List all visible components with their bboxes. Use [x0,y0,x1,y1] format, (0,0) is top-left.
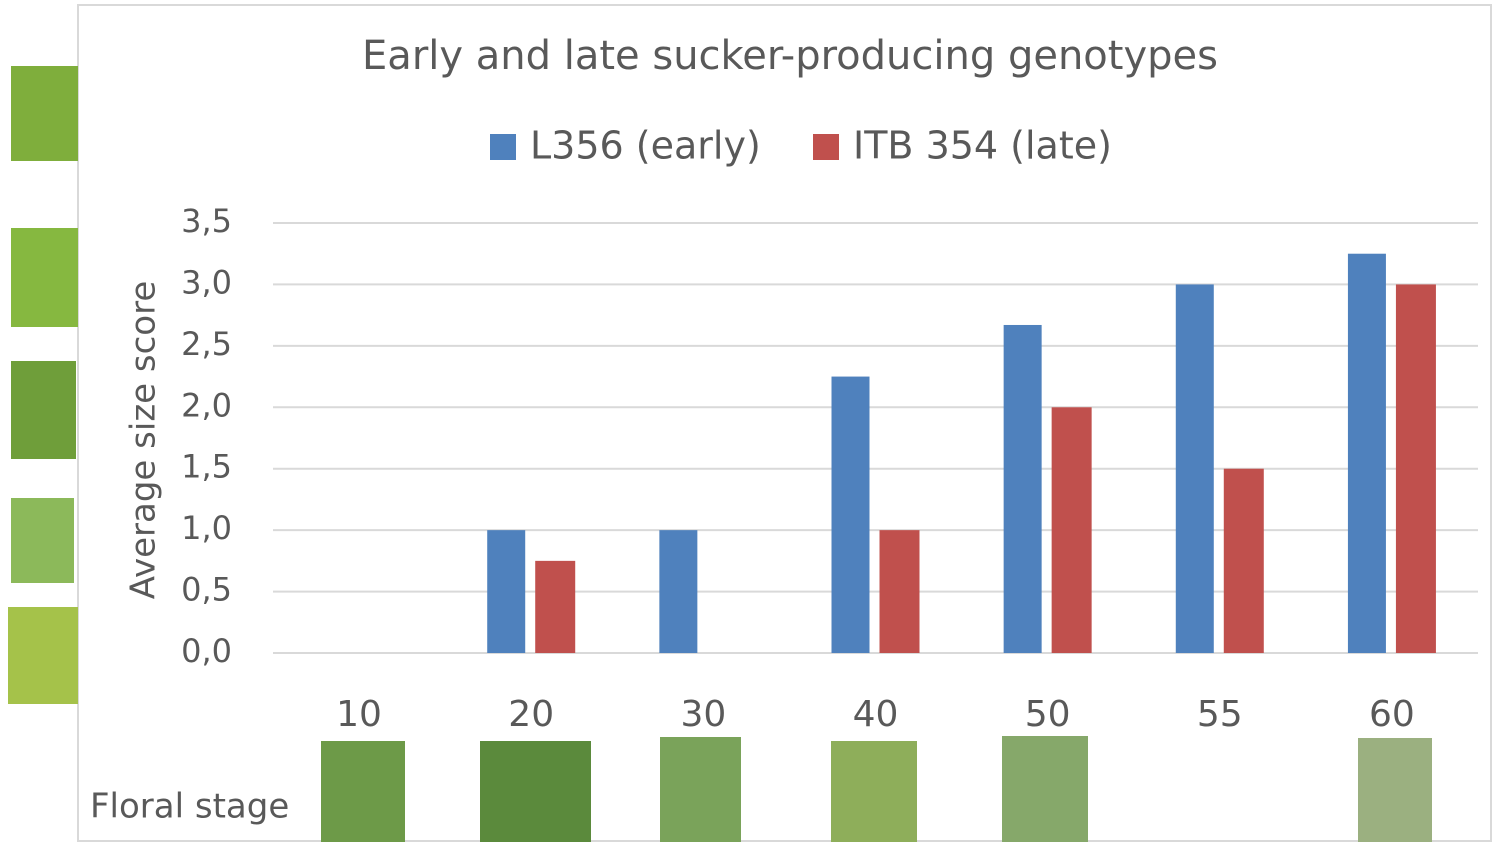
photo [321,741,405,842]
y-tick-label: 3,5 [181,202,232,240]
bar [1348,254,1386,653]
y-tick-label: 2,5 [181,325,232,363]
legend-swatch [490,134,516,160]
y-tick-label: 2,0 [181,386,232,424]
y-tick-label: 1,5 [181,448,232,486]
photo [8,607,78,704]
bar [1004,325,1042,653]
x-tick-label: 30 [680,694,726,735]
legend-label: L356 (early) [530,124,761,168]
bar [535,561,575,653]
photo [831,741,917,842]
legend-label: ITB 354 (late) [853,124,1112,168]
chart: Early and late sucker-producing genotype… [0,0,1493,843]
y-tick-label: 3,0 [181,263,232,301]
bar [1224,469,1264,653]
legend-swatch [813,134,839,160]
bar [832,377,870,653]
bar [659,530,697,653]
chart-frame [78,5,1491,841]
y-tick-label: 1,0 [181,509,232,547]
photo [11,66,78,161]
photo [660,737,741,842]
x-tick-label: 20 [508,694,554,735]
chart-title: Early and late sucker-producing genotype… [362,33,1218,79]
bar [487,530,525,653]
x-tick-label: 50 [1025,694,1071,735]
photo [1358,738,1432,842]
photo [11,361,76,459]
annotation: Floral stage [90,787,289,827]
photo [11,228,78,327]
bar [1396,284,1436,653]
x-tick-label: 60 [1369,694,1415,735]
y-tick-label: 0,5 [181,571,232,609]
y-axis-label: Average size score [124,281,164,600]
bar [880,530,920,653]
x-tick-label: 10 [336,694,382,735]
photo [1002,736,1088,842]
x-tick-label: 55 [1197,694,1243,735]
y-tick-label: 0,0 [181,632,232,670]
x-tick-label: 40 [853,694,899,735]
bar [1052,407,1092,653]
bar [1176,284,1214,653]
photo [480,741,591,842]
photo [11,498,74,583]
